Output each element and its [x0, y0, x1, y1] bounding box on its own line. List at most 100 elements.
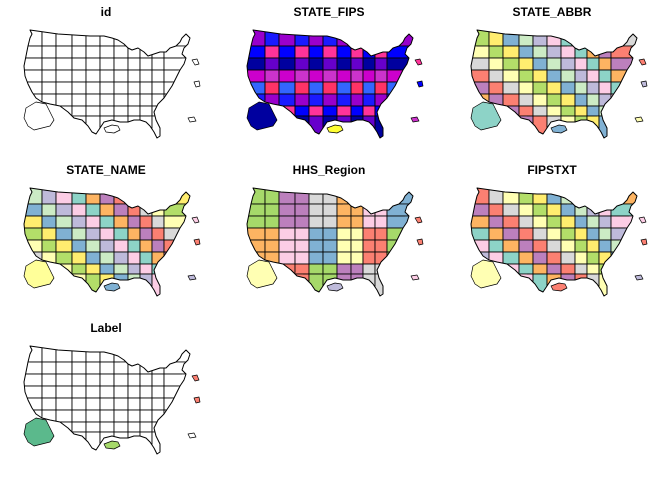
state-region	[518, 227, 534, 241]
state-region	[163, 45, 190, 59]
state-region	[532, 227, 548, 241]
state-region	[113, 45, 129, 59]
panel-3: STATE_NAME	[23, 163, 201, 297]
state-region	[518, 30, 534, 47]
state-region	[518, 203, 534, 217]
state-region	[518, 69, 534, 83]
state-region	[127, 385, 141, 399]
state-region	[99, 57, 115, 71]
state-region	[247, 239, 266, 253]
state-region	[362, 81, 376, 95]
state-region	[99, 263, 115, 275]
state-region	[362, 203, 376, 217]
state-region	[386, 105, 413, 117]
state-region	[610, 105, 637, 117]
state-region	[502, 30, 520, 47]
state-region	[55, 203, 73, 217]
state-borders	[248, 190, 405, 286]
state-region	[24, 69, 43, 83]
state-region	[163, 115, 190, 138]
state-region	[362, 93, 376, 107]
state-region	[151, 105, 165, 117]
state-region	[350, 251, 364, 265]
state-region	[278, 81, 296, 95]
state-region	[532, 69, 548, 83]
state-region	[336, 69, 352, 83]
state-region	[362, 215, 376, 229]
state-region	[85, 263, 101, 275]
state-region	[24, 81, 43, 95]
state-borders	[472, 32, 629, 128]
state-region	[85, 215, 101, 229]
state-region	[24, 45, 43, 59]
state-region	[113, 30, 129, 47]
alaska-shape	[23, 259, 55, 289]
state-region	[386, 69, 413, 83]
state-region	[139, 105, 153, 117]
state-region	[71, 385, 87, 399]
panel-5: FIPSTXT	[470, 163, 648, 297]
state-region	[560, 239, 576, 253]
territory-shape	[414, 58, 423, 66]
state-region	[488, 227, 504, 241]
state-region	[374, 81, 388, 95]
us-outline	[470, 187, 638, 297]
state-region	[294, 227, 310, 241]
territory-shape	[640, 238, 648, 246]
state-region	[71, 57, 87, 71]
state-region	[374, 188, 388, 205]
state-region	[99, 385, 115, 399]
state-region	[278, 69, 296, 83]
panel-2: STATE_ABBR	[470, 5, 648, 139]
state-region	[598, 30, 612, 47]
state-region	[350, 188, 364, 205]
panel-title: Label	[90, 321, 121, 335]
state-region	[127, 346, 141, 363]
state-region	[546, 251, 562, 265]
state-region	[139, 397, 153, 411]
state-region	[247, 45, 266, 59]
state-region	[610, 227, 637, 241]
state-region	[532, 273, 548, 296]
state-region	[336, 188, 352, 205]
state-region	[386, 273, 413, 296]
state-region	[502, 239, 520, 253]
panel-title: STATE_ABBR	[513, 5, 592, 19]
state-region	[488, 81, 504, 95]
state-region	[374, 227, 388, 241]
state-region	[151, 421, 165, 433]
state-region	[41, 227, 57, 241]
state-region	[502, 69, 520, 83]
state-region	[127, 409, 141, 423]
state-region	[85, 397, 101, 411]
state-region	[518, 251, 534, 265]
territory-shape	[638, 58, 647, 66]
state-region	[247, 203, 266, 217]
state-region	[127, 30, 141, 47]
state-region	[560, 81, 576, 95]
state-region	[574, 30, 588, 47]
state-region	[586, 251, 600, 265]
state-region	[163, 273, 190, 296]
state-region	[374, 215, 388, 229]
state-region	[586, 93, 600, 107]
state-region	[278, 263, 296, 275]
state-region	[55, 45, 73, 59]
state-region	[85, 239, 101, 253]
state-region	[151, 385, 165, 399]
us-outline	[23, 29, 191, 139]
state-region	[139, 346, 153, 363]
state-region	[386, 263, 413, 275]
state-region	[308, 203, 324, 217]
state-region	[85, 409, 101, 423]
state-region	[386, 251, 413, 265]
state-region	[502, 115, 520, 138]
territory-shape	[640, 80, 648, 88]
alaska-shape	[470, 259, 502, 289]
state-region	[336, 239, 352, 253]
state-region	[336, 45, 352, 59]
state-region	[99, 45, 115, 59]
state-region	[139, 203, 153, 217]
state-region	[362, 273, 376, 296]
state-region	[85, 93, 101, 107]
